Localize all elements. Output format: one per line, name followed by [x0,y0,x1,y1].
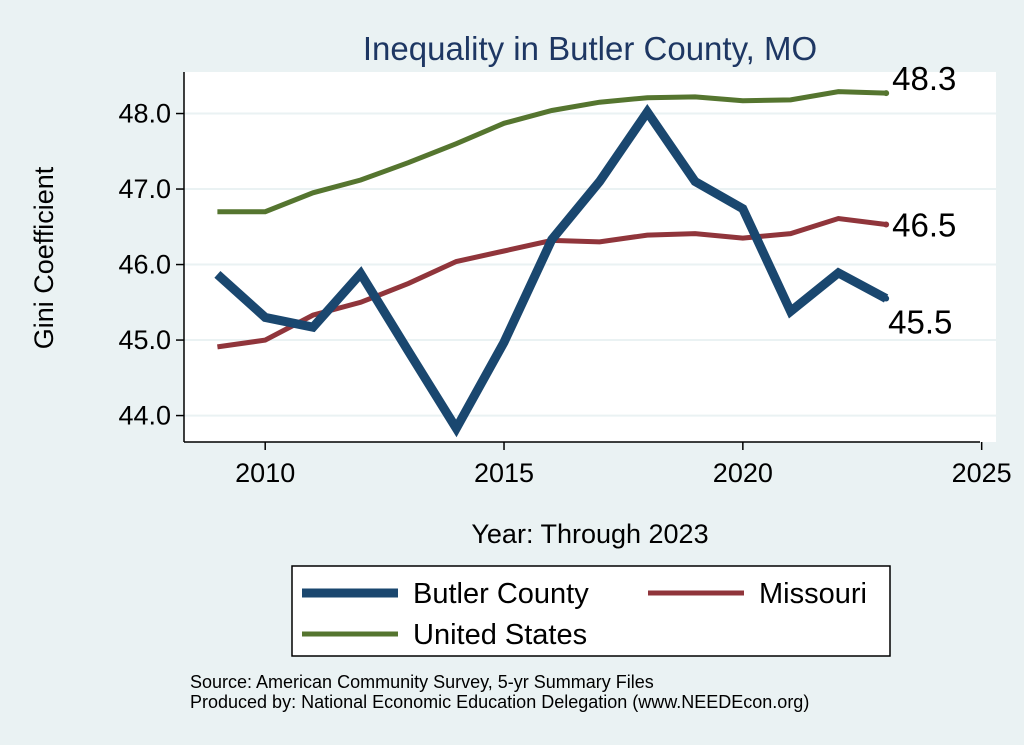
legend-label-united-states: United States [413,619,587,651]
end-labels: 45.5 46.5 48.3 [888,60,956,340]
united-states-end-label: 48.3 [892,60,956,97]
butler-county-end-marker [883,295,890,302]
missouri-end-label: 46.5 [892,207,956,244]
y-tick-label: 44.0 [118,401,171,431]
legend-box [291,565,891,657]
legend: Butler County Missouri United States [291,565,891,657]
legend-items: Butler County Missouri United States [302,578,867,651]
x-tick-label: 2020 [713,458,773,488]
united-states-line [217,89,887,215]
missouri-end-marker [883,221,890,228]
legend-label-butler-county: Butler County [413,578,589,610]
x-axis-title: Year: Through 2023 [471,519,708,549]
chart-title: Inequality in Butler County, MO [363,30,817,67]
series-lines [214,89,890,438]
x-tick-label: 2015 [474,458,534,488]
butler-county-end-label: 45.5 [888,304,952,341]
butler-county-line [214,104,889,438]
producer-note: Produced by: National Economic Education… [190,692,809,712]
y-tick-label: 48.0 [118,99,171,129]
y-axis-title: Gini Coefficient [29,166,59,349]
axes: 44.0 45.0 46.0 47.0 48.0 2010 2015 2020 2025 [118,72,1012,488]
y-tick-label: 47.0 [118,174,171,204]
legend-label-missouri: Missouri [759,578,867,610]
plot-area [184,72,996,442]
source-note: Source: American Community Survey, 5-yr … [190,672,654,692]
x-tick-label: 2025 [952,458,1012,488]
united-states-end-marker [883,90,890,97]
x-tick-label: 2010 [235,458,295,488]
y-tick-label: 46.0 [118,250,171,280]
y-tick-label: 45.0 [118,325,171,355]
